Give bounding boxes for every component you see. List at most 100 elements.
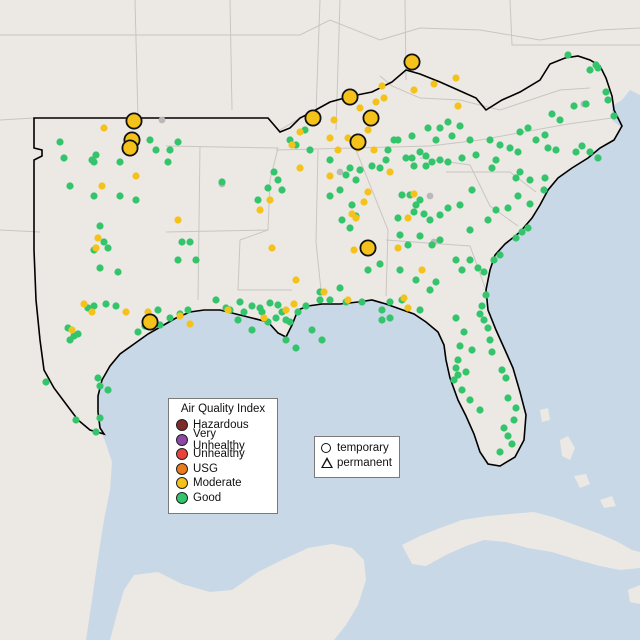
station-marker-moderate[interactable] — [364, 188, 372, 196]
station-marker-good[interactable] — [146, 136, 154, 144]
station-marker-good[interactable] — [512, 234, 520, 242]
station-marker-good[interactable] — [368, 162, 376, 170]
station-marker-good[interactable] — [462, 368, 470, 376]
station-marker-moderate[interactable] — [372, 98, 380, 106]
station-marker-good[interactable] — [594, 64, 602, 72]
station-marker-good[interactable] — [240, 308, 248, 316]
station-marker-moderate[interactable] — [94, 234, 102, 242]
station-marker-good[interactable] — [454, 356, 462, 364]
station-marker-good[interactable] — [96, 222, 104, 230]
station-marker-good[interactable] — [478, 302, 486, 310]
station-markers[interactable] — [42, 51, 618, 456]
station-marker-good[interactable] — [152, 146, 160, 154]
station-marker-good[interactable] — [484, 324, 492, 332]
station-marker-moderate[interactable] — [88, 308, 96, 316]
station-marker-good[interactable] — [278, 186, 286, 194]
station-marker-good[interactable] — [572, 148, 580, 156]
station-marker-good[interactable] — [504, 394, 512, 402]
station-marker-good[interactable] — [602, 88, 610, 96]
station-marker-good[interactable] — [274, 301, 282, 309]
station-marker-good[interactable] — [90, 192, 98, 200]
station-marker-good[interactable] — [376, 164, 384, 172]
station-marker-good[interactable] — [256, 304, 264, 312]
station-marker-good[interactable] — [302, 302, 310, 310]
station-marker-good[interactable] — [468, 186, 476, 194]
station-marker-moderate[interactable] — [380, 94, 388, 102]
station-marker-good[interactable] — [382, 156, 390, 164]
station-marker-good[interactable] — [514, 192, 522, 200]
station-marker-good[interactable] — [92, 151, 100, 159]
station-marker-good[interactable] — [466, 136, 474, 144]
station-marker-good[interactable] — [582, 100, 590, 108]
station-marker-good[interactable] — [132, 196, 140, 204]
station-marker-good[interactable] — [394, 214, 402, 222]
station-marker-good[interactable] — [104, 244, 112, 252]
station-marker-good[interactable] — [456, 122, 464, 130]
station-marker-good[interactable] — [402, 154, 410, 162]
station-marker-good[interactable] — [460, 328, 468, 336]
station-marker-good[interactable] — [496, 141, 504, 149]
station-marker-good[interactable] — [444, 158, 452, 166]
station-marker-good[interactable] — [486, 136, 494, 144]
station-marker-good[interactable] — [490, 256, 498, 264]
station-marker-good[interactable] — [586, 148, 594, 156]
station-marker-good[interactable] — [594, 154, 602, 162]
station-marker-good[interactable] — [104, 386, 112, 394]
station-marker-no-data[interactable] — [336, 168, 344, 176]
station-marker-good[interactable] — [610, 112, 618, 120]
station-marker-good[interactable] — [466, 226, 474, 234]
station-marker-good[interactable] — [90, 158, 98, 166]
station-marker-moderate[interactable] — [352, 214, 360, 222]
station-marker-good[interactable] — [512, 404, 520, 412]
station-marker-good[interactable] — [112, 302, 120, 310]
station-marker-good[interactable] — [174, 138, 182, 146]
station-marker-good[interactable] — [432, 136, 440, 144]
station-marker-good[interactable] — [458, 386, 466, 394]
station-marker-good[interactable] — [254, 196, 262, 204]
station-marker-good[interactable] — [506, 144, 514, 152]
station-marker-good[interactable] — [186, 238, 194, 246]
station-marker-moderate[interactable] — [174, 216, 182, 224]
station-marker-good[interactable] — [92, 428, 100, 436]
station-marker-good[interactable] — [526, 176, 534, 184]
station-marker-good[interactable] — [514, 148, 522, 156]
station-marker-good[interactable] — [416, 306, 424, 314]
station-marker-moderate[interactable] — [350, 246, 358, 254]
station-marker-good[interactable] — [486, 336, 494, 344]
station-marker-good[interactable] — [376, 260, 384, 268]
station-marker-good[interactable] — [518, 228, 526, 236]
station-marker-good[interactable] — [426, 216, 434, 224]
station-marker-good[interactable] — [326, 192, 334, 200]
station-marker-good[interactable] — [524, 224, 532, 232]
station-marker-good[interactable] — [468, 346, 476, 354]
station-marker-good[interactable] — [498, 366, 506, 374]
station-marker-moderate[interactable] — [68, 326, 76, 334]
station-marker-moderate-temporary[interactable] — [349, 133, 367, 151]
station-marker-good[interactable] — [56, 138, 64, 146]
station-marker-good[interactable] — [541, 131, 549, 139]
station-marker-good[interactable] — [432, 278, 440, 286]
station-marker-good[interactable] — [492, 206, 500, 214]
station-marker-good[interactable] — [416, 196, 424, 204]
station-marker-good[interactable] — [422, 162, 430, 170]
station-marker-moderate[interactable] — [326, 134, 334, 142]
station-marker-moderate[interactable] — [176, 312, 184, 320]
station-marker-good[interactable] — [364, 266, 372, 274]
station-marker-good[interactable] — [466, 256, 474, 264]
station-marker-good[interactable] — [452, 364, 460, 372]
station-marker-good[interactable] — [94, 374, 102, 382]
station-marker-moderate[interactable] — [282, 306, 290, 314]
station-marker-moderate[interactable] — [80, 300, 88, 308]
station-marker-good[interactable] — [102, 300, 110, 308]
station-marker-moderate[interactable] — [360, 198, 368, 206]
station-marker-good[interactable] — [386, 298, 394, 306]
station-marker-good[interactable] — [532, 136, 540, 144]
station-marker-moderate[interactable] — [320, 288, 328, 296]
station-marker-good[interactable] — [484, 216, 492, 224]
station-marker-moderate[interactable] — [370, 146, 378, 154]
station-marker-no-data[interactable] — [158, 116, 166, 124]
station-marker-moderate[interactable] — [296, 164, 304, 172]
station-marker-good[interactable] — [356, 166, 364, 174]
station-marker-moderate[interactable] — [386, 168, 394, 176]
